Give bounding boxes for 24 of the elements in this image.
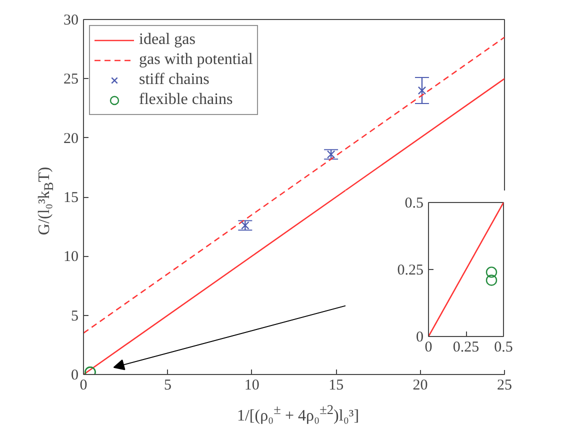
- legend-label: ideal gas: [139, 31, 196, 49]
- y-tick-label: 20: [64, 130, 78, 147]
- point: [326, 150, 336, 159]
- x-tick-label: 15: [328, 378, 344, 394]
- y-tick-label: 10: [64, 249, 78, 266]
- x-tick-label: 5: [164, 378, 172, 394]
- x-tick-label: 25: [497, 378, 512, 394]
- legend-label: gas with potential: [139, 51, 253, 69]
- y-tick-label: 0.25: [397, 262, 424, 278]
- y-tick-label: 0: [71, 368, 78, 384]
- x-axis-title: 1/[(ρ₀$^{±}$ + 4ρ₀$^{±2}$)l₀³]: [236, 401, 360, 426]
- y-tick-label: 15: [64, 190, 78, 206]
- x-tick-label: 0.5: [494, 340, 513, 356]
- legend-label: flexible chains: [139, 91, 233, 109]
- legend-label: stiff chains: [139, 71, 210, 89]
- point: [418, 86, 426, 95]
- x-tick-label: 0.25: [452, 340, 480, 356]
- y-tick-label: 0: [416, 330, 424, 346]
- point: [241, 221, 250, 230]
- y-tick-label: 25: [64, 72, 78, 88]
- y-tick-label: 5: [71, 308, 78, 324]
- y-tick-label: 30: [64, 12, 78, 28]
- y-tick-label: 0.5: [404, 196, 424, 212]
- x-tick-label: 10: [244, 378, 260, 394]
